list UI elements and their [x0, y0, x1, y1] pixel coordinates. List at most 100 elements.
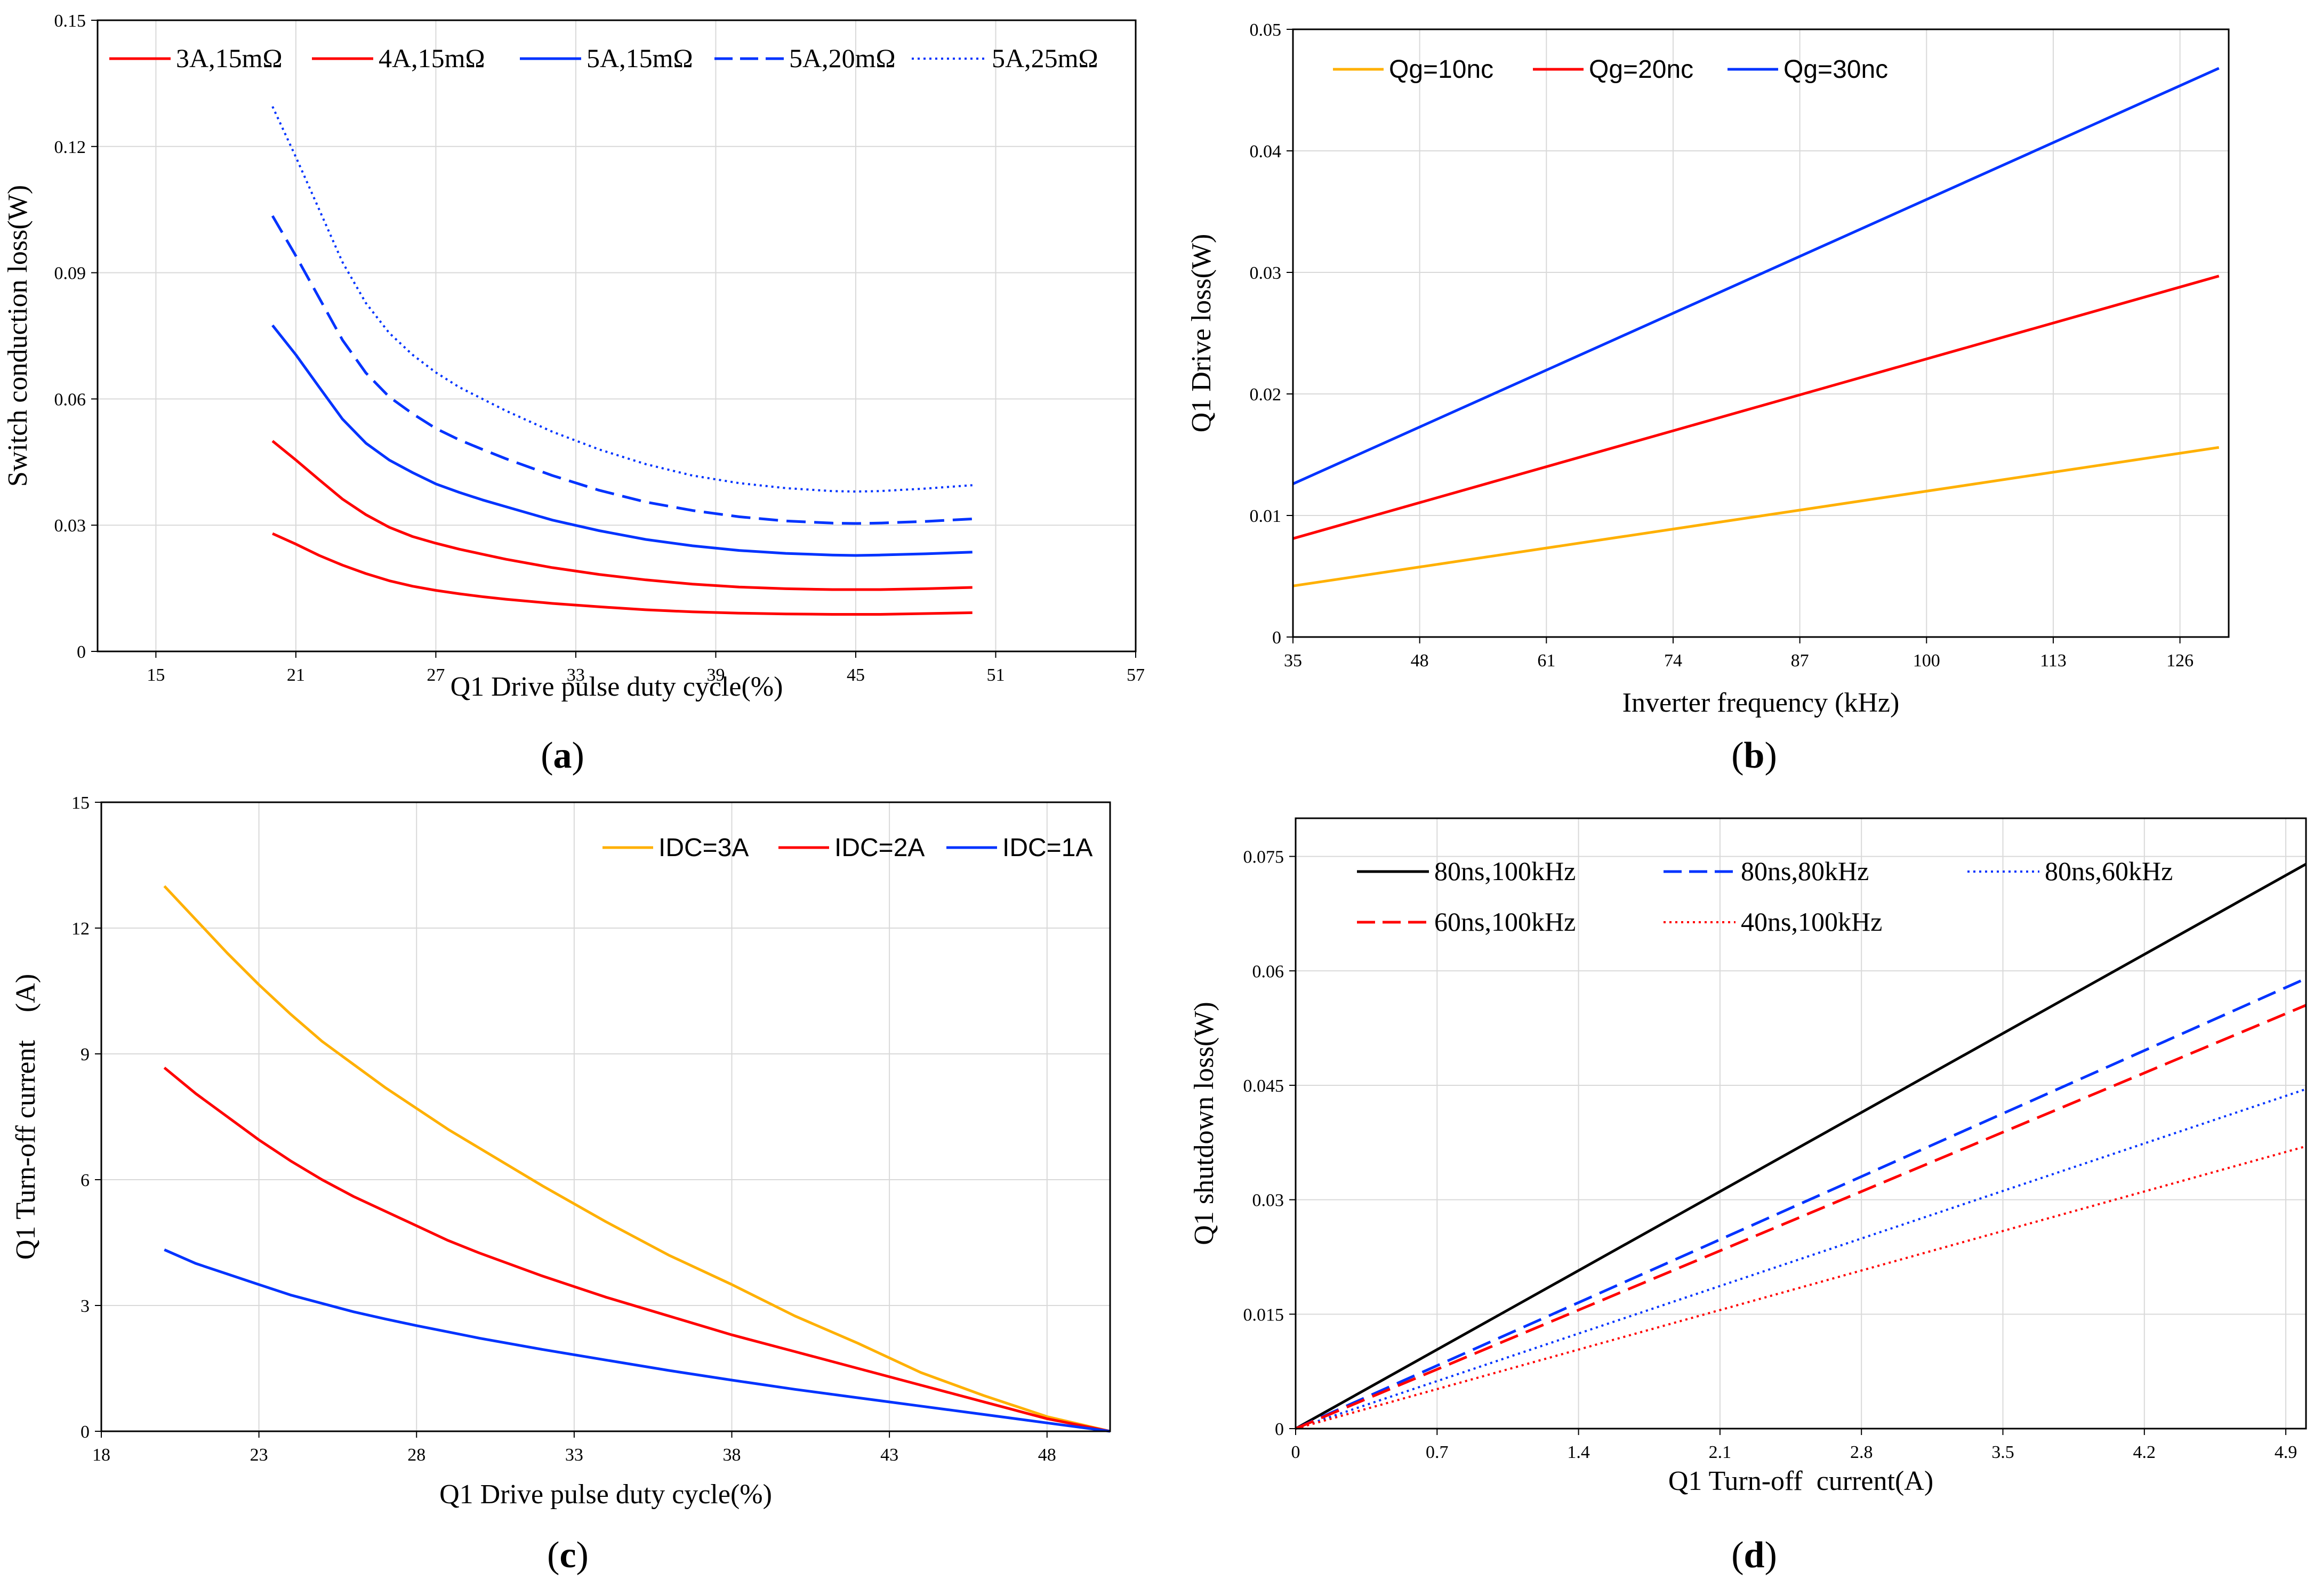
x-tick-label: 18	[92, 1445, 110, 1465]
x-tick-label: 28	[407, 1445, 425, 1465]
x-tick-label: 61	[1537, 651, 1555, 671]
y-tick-label: 6	[81, 1171, 90, 1190]
y-tick-label: 0.04	[1250, 142, 1282, 162]
x-tick-label: 2.8	[1850, 1442, 1873, 1462]
x-tick-label: 126	[2166, 651, 2194, 671]
panel-label-a: (a)	[541, 735, 584, 776]
series-line-c-0	[163, 885, 1111, 1433]
series-line-c-2	[164, 1248, 1111, 1433]
y-tick-label: 0	[77, 642, 86, 662]
series-line-a-3	[271, 215, 973, 525]
x-tick-label: 100	[1913, 651, 1940, 671]
y-tick-label: 9	[81, 1045, 90, 1065]
series-line-c-1	[163, 1067, 1111, 1433]
y-axis-title: Switch conduction loss(W)	[3, 185, 33, 487]
panel-label-c: (c)	[547, 1535, 589, 1576]
x-tick-label: 15	[147, 665, 165, 685]
y-tick-label: 0.01	[1250, 506, 1282, 526]
y-tick-label: 0.06	[1252, 962, 1284, 981]
series-line-a-4	[271, 106, 973, 493]
x-axis-title: Q1 Drive pulse duty cycle(%)	[451, 672, 783, 702]
legend-label-d-0: 80ns,100kHz	[1434, 856, 1576, 886]
x-tick-label: 0	[1291, 1442, 1300, 1462]
series-line-b-2	[1292, 67, 2220, 485]
y-tick-label: 0.15	[54, 11, 86, 31]
x-tick-label: 39	[706, 665, 725, 685]
plot-frame	[1295, 817, 2307, 1430]
x-tick-label: 4.9	[2275, 1442, 2297, 1462]
series-line-b-1	[1292, 275, 2220, 540]
y-tick-label: 15	[71, 793, 90, 813]
y-tick-label: 0.015	[1243, 1305, 1284, 1325]
series-line-d-2	[1295, 1088, 2307, 1430]
y-tick-label: 0.06	[54, 390, 86, 409]
legend-label-a-2: 5A,15mΩ	[586, 43, 693, 73]
x-tick-label: 74	[1664, 651, 1682, 671]
legend-label-d-1: 80ns,80kHz	[1741, 856, 1869, 886]
x-tick-label: 38	[723, 1445, 741, 1465]
y-tick-label: 0.02	[1250, 385, 1282, 405]
y-tick-label: 0	[1275, 1420, 1284, 1439]
chart-panel-d: 0 0.7 1.4 2.1 2.8 3.5 4.2 4.9 0 0.015 0.03 0.045 0.0…	[1189, 817, 2307, 1576]
legend-label-a-1: 4A,15mΩ	[379, 43, 485, 73]
x-tick-label: 113	[2040, 651, 2067, 671]
series-line-d-4	[1295, 1145, 2307, 1430]
y-axis-title: Q1 shutdown loss(W)	[1189, 1002, 1219, 1245]
legend-label-c-0: IDC=3A	[658, 834, 749, 862]
plot-frame	[1292, 28, 2230, 638]
legend-label-d-3: 60ns,100kHz	[1434, 907, 1576, 937]
legend-label-b-2: Qg=30nc	[1783, 55, 1888, 84]
y-axis-title: Q1 Turn-off current (A)	[11, 974, 41, 1260]
y-tick-label: 0.12	[54, 138, 86, 157]
x-axis-title: Q1 Drive pulse duty cycle(%)	[439, 1479, 772, 1510]
series-line-a-2	[271, 324, 973, 557]
legend-label-c-2: IDC=1A	[1002, 834, 1092, 862]
chart-panel-b: 35 48 61 74 87 100 113 126 0 0.01 0.02 0.03 0.04 0.05…	[1186, 20, 2230, 776]
x-tick-label: 48	[1038, 1445, 1056, 1465]
y-tick-label: 0.03	[54, 516, 86, 536]
y-tick-label: 3	[81, 1296, 90, 1316]
chart-panel-a: 15 21 27 33 39 45 51 57 0 0.03 0.06 0.09 0.12 0.15 Q1 …	[3, 11, 1145, 776]
y-tick-label: 0.03	[1250, 263, 1282, 283]
plot-frame	[97, 19, 1137, 652]
legend-label-d-4: 40ns,100kHz	[1741, 907, 1882, 937]
x-tick-label: 33	[565, 1445, 583, 1465]
series-line-d-1	[1295, 977, 2307, 1430]
series-line-b-0	[1292, 446, 2220, 587]
legend-label-b-1: Qg=20nc	[1589, 55, 1693, 84]
panel-label-b: (b)	[1731, 735, 1777, 776]
x-axis-title: Inverter frequency (kHz)	[1622, 688, 1900, 718]
y-tick-label: 0.075	[1243, 848, 1284, 867]
x-tick-label: 35	[1284, 651, 1302, 671]
y-tick-label: 0.05	[1250, 20, 1282, 40]
x-tick-label: 2.1	[1709, 1442, 1732, 1462]
y-tick-label: 0	[1272, 628, 1281, 648]
x-tick-label: 57	[1127, 665, 1145, 685]
x-tick-label: 23	[250, 1445, 268, 1465]
x-tick-label: 51	[986, 665, 1005, 685]
legend-label-a-4: 5A,25mΩ	[992, 43, 1098, 73]
x-tick-label: 3.5	[1991, 1442, 2014, 1462]
y-axis-title: Q1 Drive loss(W)	[1186, 234, 1217, 433]
x-tick-label: 1.4	[1567, 1442, 1590, 1462]
y-tick-label: 0.03	[1252, 1191, 1284, 1211]
legend-label-a-0: 3A,15mΩ	[176, 43, 283, 73]
panel-label-d: (d)	[1731, 1535, 1777, 1576]
y-tick-label: 12	[71, 919, 90, 939]
legend-label-c-1: IDC=2A	[834, 834, 925, 862]
x-tick-label: 21	[287, 665, 305, 685]
y-tick-label: 0	[81, 1422, 90, 1442]
chart-panel-c: 18 23 28 33 38 43 48 0 3 6 9 12 15 Q1 Drive pulse dut…	[11, 793, 1111, 1576]
series-line-d-0	[1295, 863, 2307, 1430]
x-tick-label: 0.7	[1426, 1442, 1449, 1462]
x-tick-label: 33	[567, 665, 585, 685]
x-tick-label: 43	[880, 1445, 898, 1465]
series-line-a-0	[272, 532, 973, 616]
legend-label-d-2: 80ns,60kHz	[2045, 856, 2173, 886]
x-tick-label: 45	[847, 665, 865, 685]
x-tick-label: 87	[1791, 651, 1809, 671]
x-tick-label: 27	[427, 665, 445, 685]
legend-label-a-3: 5A,20mΩ	[789, 43, 896, 73]
x-tick-label: 4.2	[2133, 1442, 2156, 1462]
